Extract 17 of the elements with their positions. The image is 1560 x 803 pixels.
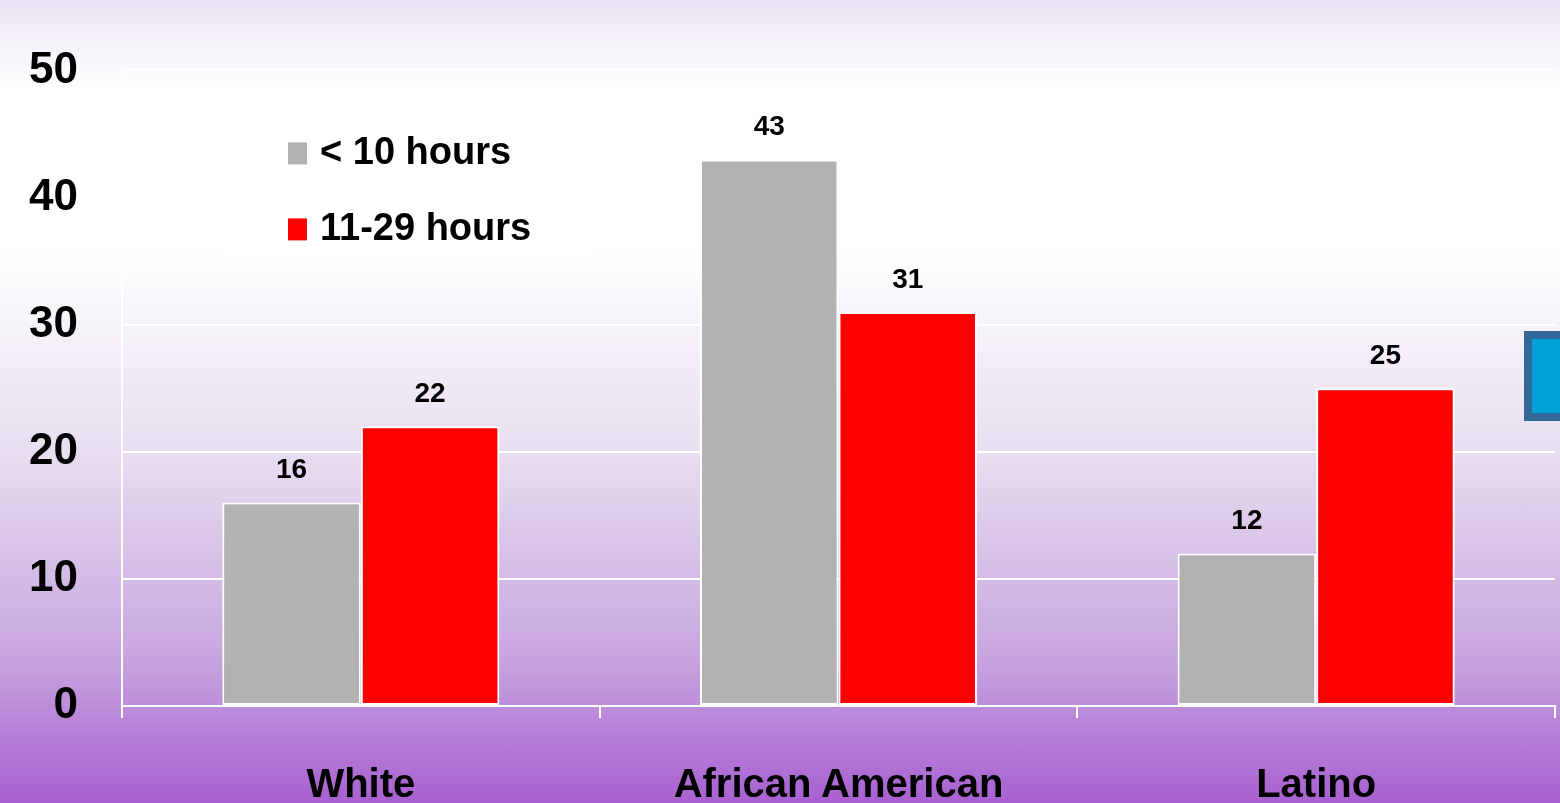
x-tick-label: Latino bbox=[1256, 761, 1377, 803]
data-label: 22 bbox=[414, 377, 446, 409]
data-label: 25 bbox=[1369, 338, 1402, 370]
x-tick-label: White bbox=[306, 761, 416, 803]
data-label: 12 bbox=[1231, 504, 1263, 536]
legend-label: 11-29 hours bbox=[320, 205, 532, 248]
y-tick-label: 20 bbox=[29, 423, 78, 473]
data-label: 43 bbox=[753, 110, 785, 142]
y-tick-label: 0 bbox=[53, 678, 78, 728]
data-label: 31 bbox=[892, 262, 924, 294]
legend-label: < 10 hours bbox=[320, 129, 512, 172]
data-label: 16 bbox=[275, 453, 308, 485]
y-tick-label: 30 bbox=[29, 296, 78, 346]
y-tick-label: 50 bbox=[29, 42, 78, 92]
y-tick-label: 40 bbox=[29, 169, 78, 219]
x-tick-label: African American bbox=[673, 761, 1004, 803]
y-tick-label: 10 bbox=[29, 551, 78, 601]
